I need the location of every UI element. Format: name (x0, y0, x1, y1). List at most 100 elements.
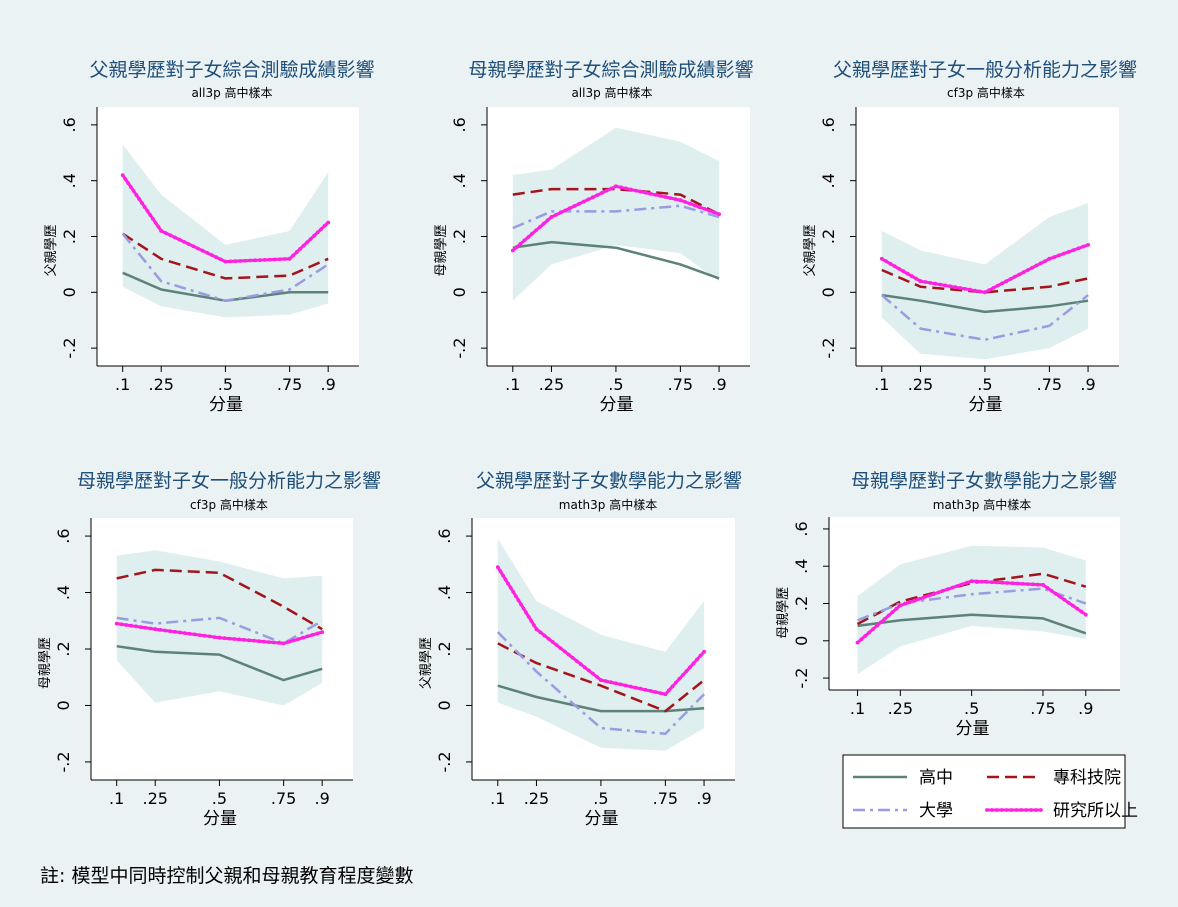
series-dot (1017, 272, 1022, 277)
series-line-1 (881, 293, 1089, 314)
series-dot (242, 638, 247, 642)
series-dot (1045, 585, 1050, 590)
series-dot (223, 259, 228, 264)
series-line-1 (857, 613, 1087, 635)
series-dot (495, 565, 500, 569)
series-dot (513, 594, 518, 598)
x-tick-label: .75 (653, 789, 678, 808)
x-tick-label: .5 (608, 375, 623, 394)
series-dot (958, 286, 962, 290)
series-dot (1026, 268, 1030, 272)
series-dot (546, 636, 551, 641)
series-dot (1034, 263, 1039, 268)
y-tick-label: 0 (54, 700, 73, 710)
y-tick-label: .6 (435, 528, 454, 543)
series-dot (266, 640, 271, 644)
series-dot (156, 225, 161, 229)
series-dot (633, 188, 638, 193)
series-dot (566, 652, 571, 657)
series-line-2 (856, 572, 1087, 626)
series-dot (890, 610, 895, 614)
legend-dot (1014, 808, 1019, 812)
chart-title: 父親學歷對子女一般分析能力之影響 (833, 59, 1137, 81)
series-dot (549, 215, 554, 219)
series-dot (291, 638, 296, 643)
series-dot (927, 593, 931, 598)
series-dot (526, 614, 531, 619)
chart-subtitle: all3p 高中樣本 (571, 85, 652, 100)
series-dot (882, 617, 887, 621)
series-dot (638, 189, 643, 194)
series-dot (574, 659, 579, 663)
y-tick-label: .2 (435, 641, 454, 656)
series-dot (218, 257, 223, 262)
x-axis-label: 分量 (203, 809, 237, 829)
series-dot (859, 637, 864, 642)
series-dot (554, 212, 558, 217)
legend-dot (999, 808, 1004, 812)
series-dot (129, 623, 134, 628)
series-dot (875, 623, 879, 628)
series-dot (212, 635, 217, 639)
x-axis-label: 分量 (209, 395, 243, 415)
legend-dot (1034, 808, 1038, 812)
x-tick-label: .75 (271, 789, 296, 808)
series-dot (586, 668, 591, 673)
series-dot (550, 640, 555, 644)
legend-dot (985, 808, 989, 812)
series-dot (508, 585, 513, 590)
chart-panel-5: 父親學歷對子女數學能力之影響 math3p 高中樣本 -.2 0 .2 .4 .6 .1 .25… (419, 470, 742, 829)
series-dot (163, 628, 168, 633)
series-dot (677, 676, 682, 681)
series-dot (1053, 591, 1058, 596)
series-dot (320, 630, 325, 634)
series-dot (1004, 279, 1009, 284)
y-tick-label: 0 (792, 636, 811, 646)
series-dot (922, 595, 926, 600)
series-dot (691, 661, 696, 666)
legend-dot (1009, 808, 1014, 812)
legend-label-1: 高中 (919, 768, 953, 788)
confidence-band (881, 203, 1089, 360)
series-dot (1071, 248, 1076, 253)
series-dot (604, 188, 609, 193)
series-dot (702, 649, 706, 654)
legend-label-3: 大學 (919, 801, 953, 821)
series-dot (123, 177, 128, 182)
series-dot (658, 194, 663, 198)
series-dot (668, 196, 673, 201)
y-tick-label: .2 (54, 641, 73, 656)
legend-dot (1019, 808, 1024, 812)
series-dot (879, 256, 884, 261)
x-tick-label: .1 (874, 375, 889, 394)
series-dot (570, 655, 575, 660)
series-dot (281, 641, 286, 646)
series-dot (903, 601, 907, 606)
series-dot (140, 201, 144, 205)
series-dot (301, 635, 305, 640)
series-dot (534, 627, 539, 632)
series-dot (898, 603, 903, 608)
series-dot (209, 253, 214, 257)
series-dot (938, 282, 943, 287)
series-dot (1079, 609, 1084, 614)
series-dot (591, 671, 595, 676)
y-tick-label: .4 (819, 173, 838, 188)
series-dot (863, 634, 868, 638)
chart-subtitle: math3p 高中樣本 (559, 497, 657, 512)
x-tick-label: .25 (908, 375, 933, 394)
series-dot (608, 680, 613, 685)
series-dot (186, 242, 191, 247)
series-dot (503, 577, 508, 582)
confidence-band (497, 538, 705, 751)
series-dot (1062, 251, 1066, 256)
series-dot (968, 287, 972, 292)
chart-panel-1: 父親學歷對子女綜合測驗成績影響 all3p 高中樣本 -.2 0 .2 .4 .6 .1 .25… (44, 59, 375, 415)
chart-panel-2: 母親學歷對子女綜合測驗成績影響 all3p 高中樣本 -.2 0 .2 .4 .6 .1 .25… (434, 59, 754, 415)
series-dot (582, 665, 587, 670)
y-axis-label: 父親學歷 (44, 224, 59, 276)
x-tick-label: .5 (218, 375, 233, 394)
series-dot (538, 630, 543, 635)
series-dot (263, 258, 267, 262)
series-dot (562, 649, 567, 654)
